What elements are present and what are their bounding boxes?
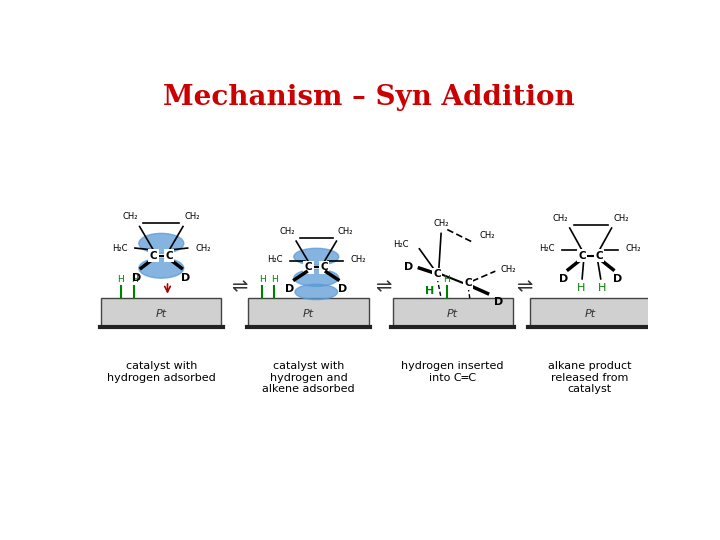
Text: C: C bbox=[578, 251, 586, 261]
Text: alkane product
released from
catalyst: alkane product released from catalyst bbox=[548, 361, 631, 394]
Text: Mechanism – Syn Addition: Mechanism – Syn Addition bbox=[163, 84, 575, 111]
FancyBboxPatch shape bbox=[102, 298, 221, 327]
Text: D: D bbox=[404, 261, 413, 272]
FancyBboxPatch shape bbox=[392, 298, 513, 327]
Text: CH₂: CH₂ bbox=[122, 212, 138, 221]
Text: D: D bbox=[181, 273, 191, 283]
Text: H: H bbox=[117, 275, 125, 284]
Text: CH₂: CH₂ bbox=[184, 212, 200, 221]
Text: H: H bbox=[425, 286, 434, 296]
Ellipse shape bbox=[139, 233, 184, 253]
Text: hydrogen inserted
into C═C: hydrogen inserted into C═C bbox=[402, 361, 504, 383]
Text: CH₂: CH₂ bbox=[553, 214, 568, 222]
Text: CH₂: CH₂ bbox=[613, 214, 629, 222]
FancyBboxPatch shape bbox=[248, 298, 369, 327]
Text: H: H bbox=[271, 275, 278, 284]
Text: Pt: Pt bbox=[585, 309, 595, 319]
Text: C: C bbox=[320, 262, 328, 272]
Text: H: H bbox=[443, 275, 450, 284]
Text: C: C bbox=[595, 251, 603, 261]
Text: CH₂: CH₂ bbox=[279, 227, 294, 236]
Text: D: D bbox=[559, 274, 568, 284]
Text: CH₂: CH₂ bbox=[195, 244, 211, 253]
Text: C: C bbox=[433, 269, 441, 279]
Text: CH₂: CH₂ bbox=[626, 244, 641, 253]
Text: H₂C: H₂C bbox=[266, 255, 282, 264]
Text: C: C bbox=[464, 279, 472, 288]
Text: H₂C: H₂C bbox=[539, 244, 554, 253]
Text: ⇌: ⇌ bbox=[230, 277, 247, 296]
Text: CH₂: CH₂ bbox=[433, 219, 449, 228]
Ellipse shape bbox=[295, 284, 338, 300]
Text: H: H bbox=[258, 275, 266, 284]
Text: D: D bbox=[132, 273, 141, 283]
Text: D: D bbox=[613, 274, 622, 284]
Text: H: H bbox=[131, 275, 138, 284]
Text: D: D bbox=[338, 284, 347, 294]
Text: CH₂: CH₂ bbox=[351, 255, 366, 264]
Text: ⇌: ⇌ bbox=[516, 277, 532, 296]
Text: catalyst with
hydrogen and
alkene adsorbed: catalyst with hydrogen and alkene adsorb… bbox=[262, 361, 355, 394]
Text: C: C bbox=[305, 262, 312, 272]
Text: CH₂: CH₂ bbox=[479, 231, 495, 240]
Text: H: H bbox=[577, 284, 585, 293]
Text: Pt: Pt bbox=[447, 309, 458, 319]
Text: H: H bbox=[598, 284, 606, 293]
Ellipse shape bbox=[294, 248, 339, 265]
Text: C: C bbox=[165, 251, 173, 261]
Text: ⇌: ⇌ bbox=[375, 277, 391, 296]
Text: C: C bbox=[150, 251, 158, 261]
Text: Pt: Pt bbox=[303, 309, 314, 319]
Text: CH₂: CH₂ bbox=[338, 227, 354, 236]
Text: H₂C: H₂C bbox=[393, 240, 408, 249]
Ellipse shape bbox=[294, 269, 339, 286]
Text: CH₂: CH₂ bbox=[500, 265, 516, 274]
Text: D: D bbox=[494, 296, 503, 307]
FancyBboxPatch shape bbox=[530, 298, 650, 327]
Text: D: D bbox=[285, 284, 294, 294]
Text: Pt: Pt bbox=[156, 309, 167, 319]
Text: H₂C: H₂C bbox=[112, 244, 127, 253]
Ellipse shape bbox=[139, 258, 184, 278]
Text: catalyst with
hydrogen adsorbed: catalyst with hydrogen adsorbed bbox=[107, 361, 216, 383]
